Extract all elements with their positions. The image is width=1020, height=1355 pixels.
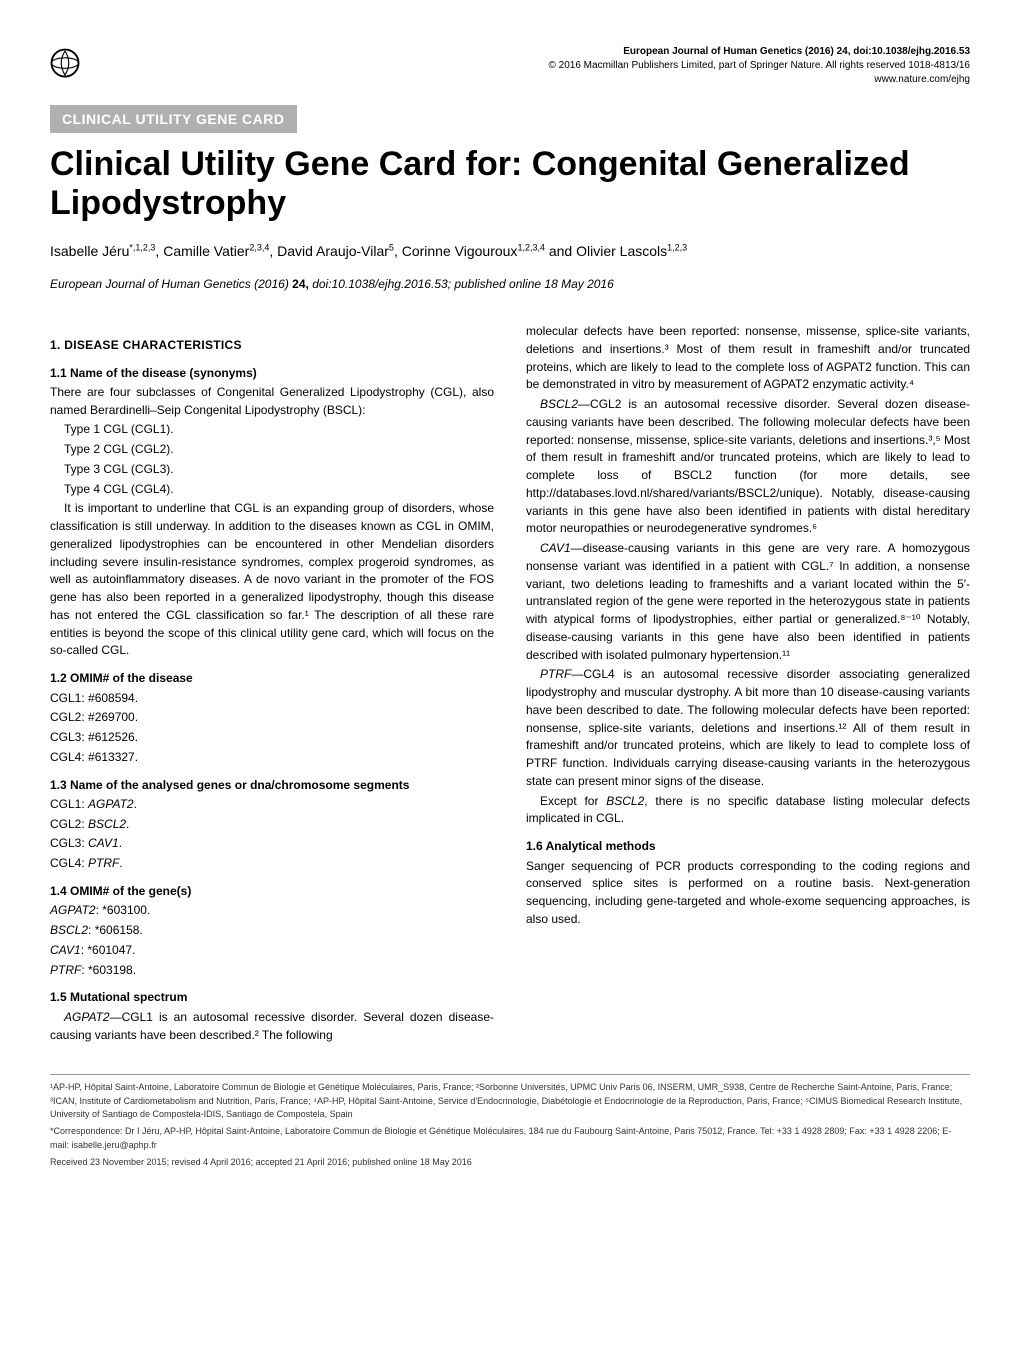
body-text: molecular defects have been reported: no… [526, 323, 970, 394]
journal-url: www.nature.com/ejhg [50, 73, 970, 87]
body-text: PTRF—CGL4 is an autosomal recessive diso… [526, 666, 970, 790]
author-list: Isabelle Jéru*,1,2,3, Camille Vatier2,3,… [50, 241, 970, 261]
list-item: AGPAT2: *603100. [50, 902, 494, 920]
list-item: CGL1: #608594. [50, 690, 494, 708]
list-item: Type 2 CGL (CGL2). [50, 441, 494, 459]
author: Corinne Vigouroux1,2,3,4 [402, 243, 545, 259]
citation-line: European Journal of Human Genetics (2016… [50, 276, 970, 293]
list-item: Type 3 CGL (CGL3). [50, 461, 494, 479]
body-text: Except for BSCL2, there is no specific d… [526, 793, 970, 829]
body-text: AGPAT2—CGL1 is an autosomal recessive di… [50, 1009, 494, 1045]
section-heading: 1. DISEASE CHARACTERISTICS [50, 337, 494, 354]
body-text: It is important to underline that CGL is… [50, 500, 494, 660]
list-item: CGL2: BSCL2. [50, 816, 494, 834]
two-column-body: 1. DISEASE CHARACTERISTICS 1.1 Name of t… [50, 323, 970, 1046]
list-item: BSCL2: *606158. [50, 922, 494, 940]
subsection-heading: 1.6 Analytical methods [526, 838, 970, 855]
list-item: PTRF: *603198. [50, 962, 494, 980]
author: Olivier Lascols1,2,3 [576, 243, 687, 259]
left-column: 1. DISEASE CHARACTERISTICS 1.1 Name of t… [50, 323, 494, 1046]
body-text: Sanger sequencing of PCR products corres… [526, 858, 970, 929]
subsection-heading: 1.3 Name of the analysed genes or dna/ch… [50, 777, 494, 794]
body-text: CAV1—disease-causing variants in this ge… [526, 540, 970, 664]
author: Camille Vatier2,3,4 [163, 243, 269, 259]
publisher-logo [50, 48, 80, 78]
list-item: CGL4: PTRF. [50, 855, 494, 873]
body-text: BSCL2—CGL2 is an autosomal recessive dis… [526, 396, 970, 538]
header-meta: European Journal of Human Genetics (2016… [50, 45, 970, 87]
subsection-heading: 1.5 Mutational spectrum [50, 989, 494, 1006]
author: Isabelle Jéru*,1,2,3 [50, 243, 155, 259]
footnotes: ¹AP-HP, Hôpital Saint-Antoine, Laboratoi… [50, 1074, 970, 1169]
article-dates: Received 23 November 2015; revised 4 Apr… [50, 1156, 970, 1169]
correspondence: *Correspondence: Dr I Jéru, AP-HP, Hôpit… [50, 1125, 970, 1152]
right-column: molecular defects have been reported: no… [526, 323, 970, 1046]
body-text: There are four subclasses of Congenital … [50, 384, 494, 420]
subsection-heading: 1.1 Name of the disease (synonyms) [50, 365, 494, 382]
list-item: CGL3: CAV1. [50, 835, 494, 853]
list-item: CGL3: #612526. [50, 729, 494, 747]
list-item: Type 1 CGL (CGL1). [50, 421, 494, 439]
copyright-line: © 2016 Macmillan Publishers Limited, par… [50, 59, 970, 73]
affiliations: ¹AP-HP, Hôpital Saint-Antoine, Laboratoi… [50, 1081, 970, 1121]
list-item: CGL2: #269700. [50, 709, 494, 727]
journal-line: European Journal of Human Genetics (2016… [50, 45, 970, 59]
article-title: Clinical Utility Gene Card for: Congenit… [50, 145, 970, 223]
list-item: CAV1: *601047. [50, 942, 494, 960]
subsection-heading: 1.4 OMIM# of the gene(s) [50, 883, 494, 900]
list-item: Type 4 CGL (CGL4). [50, 481, 494, 499]
list-item: CGL1: AGPAT2. [50, 796, 494, 814]
subsection-heading: 1.2 OMIM# of the disease [50, 670, 494, 687]
author: David Araujo-Vilar5 [277, 243, 394, 259]
list-item: CGL4: #613327. [50, 749, 494, 767]
section-badge: CLINICAL UTILITY GENE CARD [50, 105, 297, 133]
